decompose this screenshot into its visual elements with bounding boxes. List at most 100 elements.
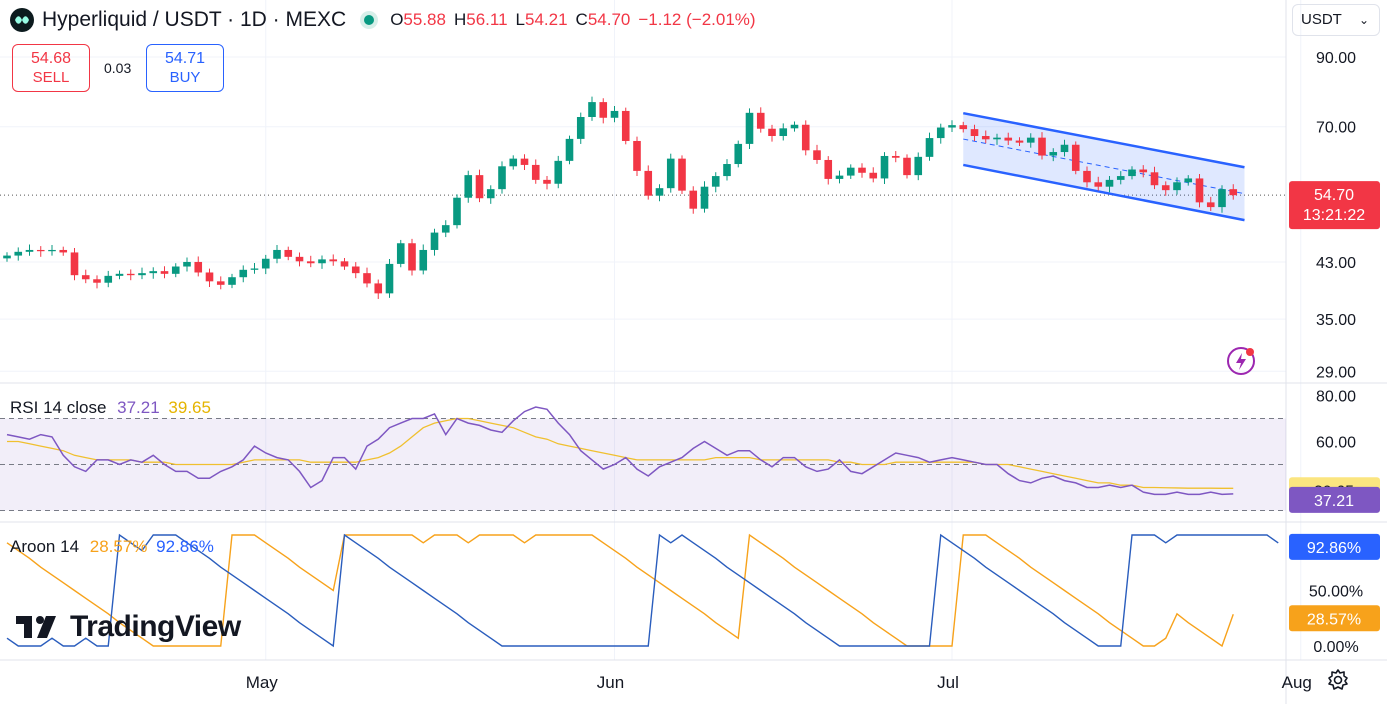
last-price-badge-text: 54.70	[1314, 187, 1354, 204]
aroon-down-badge-bg	[1289, 533, 1380, 560]
rsi-tick-label: 60.00	[1316, 435, 1356, 452]
candle-body	[36, 249, 45, 252]
candle-body	[655, 188, 664, 196]
aroon-up-badge-bg	[1289, 605, 1380, 632]
candle-body	[115, 273, 124, 276]
spread-value: 0.03	[104, 60, 132, 76]
currency-select[interactable]: USDT ⌄	[1292, 4, 1380, 36]
candle-body	[430, 232, 439, 250]
time-tick-label: Aug	[1282, 673, 1312, 692]
rsi-badge-bg	[1289, 486, 1380, 513]
candle-body	[1038, 137, 1046, 156]
candle-body	[486, 189, 495, 199]
candle-body	[70, 252, 79, 276]
buy-button[interactable]: 54.71 BUY	[146, 44, 224, 92]
rsi-line	[6, 406, 1234, 496]
candle-body	[1015, 140, 1024, 143]
candle-body	[25, 249, 34, 252]
hyperliquid-logo-icon	[10, 8, 34, 32]
candle-body	[1128, 169, 1136, 177]
change-value: −1.12 (−2.01%)	[638, 10, 756, 29]
candle-body	[768, 128, 776, 137]
candle-body	[273, 249, 281, 259]
gear-icon[interactable]	[1326, 668, 1350, 692]
candle-body	[205, 272, 214, 282]
last-price-badge-text: 13:21:22	[1303, 207, 1365, 224]
rsi-legend-ma: 39.65	[168, 398, 211, 417]
candle-body	[3, 255, 11, 259]
candle-body	[1004, 137, 1013, 141]
aroon-legend-down: 92.86%	[156, 537, 214, 556]
candle-body	[1060, 144, 1069, 153]
candle-body	[689, 190, 698, 209]
candle-body	[126, 273, 135, 276]
rsi-legend-value: 37.21	[117, 398, 160, 417]
candle-body	[14, 251, 23, 256]
candle-body	[329, 259, 338, 262]
sell-price: 54.68	[30, 50, 72, 67]
candle-body	[1206, 202, 1215, 208]
aroon-legend[interactable]: Aroon 14 28.57% 92.86%	[10, 537, 214, 556]
symbol-title[interactable]: Hyperliquid / USDT · 1D · MEXC	[42, 8, 347, 31]
price-tick-label: 29.00	[1316, 364, 1356, 381]
aroon-up-badge: 28.57%	[1289, 605, 1380, 632]
candle-body	[711, 176, 720, 187]
candle-body	[48, 249, 56, 252]
flash-icon[interactable]	[1226, 346, 1256, 376]
candle-body	[903, 157, 911, 176]
candle-body	[644, 170, 653, 196]
candle-body	[1026, 137, 1035, 143]
candle-body	[228, 277, 236, 285]
aroon-down-badge: 92.86%	[1289, 533, 1380, 560]
time-tick-label: Jun	[597, 673, 624, 692]
rsi-tick-label: 80.00	[1316, 389, 1356, 406]
candle-body	[194, 261, 203, 273]
candle-body	[1139, 169, 1148, 173]
candle-body	[498, 166, 506, 190]
buy-price: 54.71	[164, 50, 206, 67]
candle-body	[385, 263, 394, 294]
low-value: 54.21	[525, 10, 568, 29]
currency-label: USDT	[1301, 11, 1342, 28]
rsi-ma-line	[7, 417, 1234, 489]
candle-body	[621, 110, 630, 141]
close-value: 54.70	[587, 10, 631, 29]
aroon-down-badge-text: 92.86%	[1307, 540, 1361, 557]
candle-body	[824, 159, 833, 179]
candle-body	[723, 164, 731, 177]
channel-upper	[963, 111, 1245, 169]
rsi-lines	[6, 406, 1234, 496]
high-value: 56.11	[466, 10, 508, 29]
candle-body	[1173, 182, 1181, 191]
sell-button[interactable]: 54.68 SELL	[12, 44, 90, 92]
candle-body	[790, 124, 799, 129]
candle-body	[374, 283, 383, 294]
candle-body	[351, 266, 360, 274]
price-tick-label: 43.00	[1316, 255, 1356, 272]
tradingview-logo[interactable]: TradingView	[16, 610, 241, 644]
sell-label: SELL	[32, 69, 70, 86]
last-price-badge-bg	[1289, 181, 1380, 230]
candle-body	[1184, 178, 1193, 183]
channel-fill	[963, 113, 1245, 221]
candle-body	[464, 175, 473, 198]
candle-body	[93, 279, 101, 283]
candle-body	[813, 150, 821, 160]
candle-body	[295, 256, 304, 262]
aroon-down-line	[6, 533, 1279, 648]
price-tick-label: 70.00	[1316, 120, 1356, 137]
candle-body	[1049, 152, 1058, 156]
candle-body	[914, 156, 923, 176]
candle-body	[599, 102, 608, 118]
candle-body	[363, 273, 371, 284]
candle-body	[1116, 176, 1125, 180]
candle-body	[419, 249, 428, 271]
candle-body	[633, 140, 641, 171]
time-tick-label: May	[246, 673, 279, 692]
rsi-legend[interactable]: RSI 14 close 37.21 39.65	[10, 398, 211, 417]
candle-body	[700, 186, 709, 209]
aroon-lines	[6, 533, 1279, 648]
candle-body	[104, 275, 113, 283]
